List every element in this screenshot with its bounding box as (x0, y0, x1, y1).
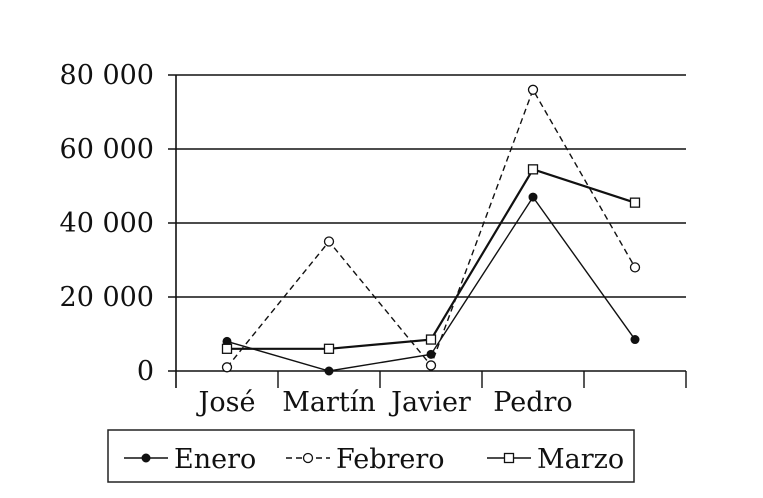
point-febrero (629, 262, 641, 273)
point-enero (528, 192, 538, 202)
legend-label-enero: Enero (174, 444, 256, 475)
y-tick-label: 60 000 (60, 134, 154, 165)
y-tick-label: 0 (137, 356, 154, 387)
point-febrero (323, 236, 335, 247)
legend-label-marzo: Marzo (537, 444, 624, 475)
point-febrero (527, 84, 539, 95)
point-marzo (221, 343, 233, 354)
y-tick-label: 40 000 (60, 208, 154, 239)
axes (168, 75, 687, 388)
x-tick-label: Martín (282, 387, 376, 418)
legend-marker-marzo (503, 452, 515, 464)
point-marzo (425, 334, 437, 345)
point-marzo (629, 197, 641, 208)
point-marzo (323, 343, 335, 354)
x-tick-label: Javier (388, 387, 471, 418)
point-marzo (527, 164, 539, 175)
x-tick-label: Pedro (493, 387, 572, 418)
x-tick-label: José (196, 387, 256, 418)
point-febrero (425, 360, 437, 371)
legend-label-febrero: Febrero (336, 444, 445, 475)
y-tick-labels: 0 20 000 40 000 60 000 80 000 (60, 60, 154, 387)
point-enero (324, 366, 334, 376)
legend: Enero Febrero Marzo (107, 429, 635, 483)
series-line-febrero (226, 88, 636, 368)
y-tick-label: 80 000 (60, 60, 154, 91)
point-enero (630, 335, 640, 345)
series-layer (221, 84, 641, 376)
legend-marker-enero (141, 453, 151, 463)
gridlines (168, 74, 686, 298)
series-line-marzo (227, 168, 636, 350)
legend-marker-febrero (302, 452, 314, 464)
y-tick-label: 20 000 (60, 282, 154, 313)
point-febrero (221, 362, 233, 373)
legend-box (107, 429, 635, 483)
x-tick-labels: José Martín Javier Pedro (196, 387, 573, 418)
